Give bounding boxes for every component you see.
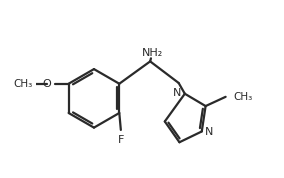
Text: CH₃: CH₃	[233, 92, 252, 102]
Text: CH₃: CH₃	[13, 79, 32, 89]
Text: F: F	[118, 135, 124, 145]
Text: N: N	[205, 127, 213, 137]
Text: O: O	[42, 79, 51, 89]
Text: NH₂: NH₂	[142, 48, 163, 57]
Text: N: N	[173, 88, 182, 98]
